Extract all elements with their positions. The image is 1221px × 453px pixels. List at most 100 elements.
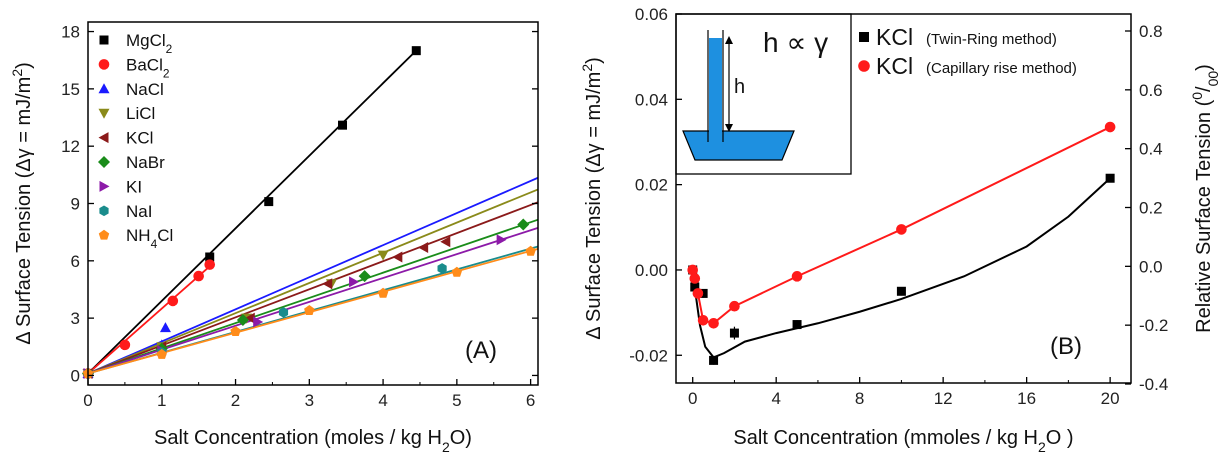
legend-marker bbox=[99, 35, 109, 45]
inset-height-label: h bbox=[734, 76, 745, 98]
panel-a-plot-frame bbox=[87, 21, 539, 386]
panel-b: h h ∝ γ 0 4 8 12 16 20 -0.02 0.00 0.02 0.04 0.06 -0.… bbox=[579, 5, 1221, 453]
right-y-tick-label: -0.2 bbox=[1139, 316, 1168, 335]
right-y-tick-label: 0.8 bbox=[1139, 22, 1163, 41]
panel-a-data-points bbox=[82, 46, 536, 380]
panel-b-data-points bbox=[687, 121, 1116, 365]
legend-marker bbox=[98, 229, 110, 240]
legend-marker bbox=[858, 60, 870, 72]
panel-b-label: (B) bbox=[1050, 333, 1082, 360]
legend-entry-note: (Capillary rise method) bbox=[926, 60, 1077, 77]
y-tick-label: 0 bbox=[71, 366, 80, 385]
legend-marker bbox=[98, 132, 109, 144]
data-point-kcl-capillary-rise bbox=[692, 288, 704, 299]
panel-a-x-axis-label: Salt Concentration (moles / kg H2O) bbox=[154, 427, 472, 453]
data-point-nai bbox=[437, 263, 447, 274]
legend-entry-label: LiCl bbox=[126, 104, 155, 123]
data-point-bacl bbox=[204, 259, 216, 270]
y-tick-label: 0.04 bbox=[635, 90, 668, 109]
data-point-ki bbox=[253, 316, 264, 328]
panel-b-ticks: 0 4 8 12 16 20 -0.02 0.00 0.02 0.04 0.06 -0.4 -0.2 0.… bbox=[629, 5, 1168, 408]
legend-marker bbox=[859, 32, 869, 42]
legend-marker bbox=[98, 83, 110, 94]
data-point-kcl-twin-ring bbox=[690, 282, 700, 292]
data-point-kcl-capillary-rise bbox=[697, 314, 709, 326]
x-tick-label: 5 bbox=[452, 391, 461, 410]
legend-marker bbox=[99, 180, 110, 192]
legend-entry-label: NaI bbox=[126, 202, 152, 221]
data-point-kcl bbox=[322, 278, 333, 290]
right-y-tick-label: 0.6 bbox=[1139, 81, 1163, 100]
data-point-kcl-twin-ring bbox=[729, 328, 739, 338]
legend-marker bbox=[99, 205, 109, 217]
legend-entry-label: NaCl bbox=[126, 80, 164, 99]
data-point-mgcl bbox=[411, 46, 421, 56]
fit-line-nacl bbox=[87, 176, 539, 375]
y-tick-label: 6 bbox=[71, 252, 80, 271]
x-tick-label: 8 bbox=[855, 389, 864, 408]
legend-entry-label: BaCl2 bbox=[126, 55, 170, 80]
y-tick-label: 12 bbox=[61, 137, 80, 156]
legend-entry-label: KCl bbox=[876, 24, 913, 50]
data-point-bacl bbox=[119, 339, 131, 351]
x-tick-label: 6 bbox=[526, 391, 535, 410]
legend-entry-note: (Twin-Ring method) bbox=[926, 31, 1057, 48]
data-point-nh bbox=[230, 326, 241, 336]
panel-a-fit-lines bbox=[87, 49, 539, 375]
right-y-tick-label: 0.4 bbox=[1139, 140, 1163, 159]
data-point-mgcl bbox=[205, 252, 215, 262]
data-point-kcl-capillary-rise bbox=[687, 264, 698, 276]
data-point-kcl-twin-ring bbox=[1105, 173, 1115, 183]
data-point-kcl bbox=[392, 251, 403, 263]
y-tick-label: 18 bbox=[61, 23, 80, 42]
data-point-licl bbox=[377, 250, 389, 261]
panel-b-x-axis-label: Salt Concentration (mmoles / kg H2O ) bbox=[733, 427, 1073, 453]
inset-arrow-head-up bbox=[725, 36, 733, 44]
fit-line-bacl bbox=[87, 262, 215, 375]
right-y-tick-label: 0.0 bbox=[1139, 257, 1163, 276]
x-tick-label: 1 bbox=[157, 391, 166, 410]
inset-arrow-head-down bbox=[725, 124, 733, 132]
data-point-kcl-capillary-rise bbox=[1104, 121, 1116, 133]
data-point-kcl bbox=[418, 241, 429, 253]
data-point-kcl-capillary-rise bbox=[896, 224, 907, 235]
panel-b-legend: KCl (Twin-Ring method) KCl (Capillary rise … bbox=[858, 24, 1077, 79]
legend-entry-label: NaBr bbox=[126, 153, 165, 172]
x-tick-label: 20 bbox=[1101, 389, 1120, 408]
x-tick-label: 2 bbox=[231, 391, 240, 410]
data-point-nabr bbox=[358, 270, 371, 283]
legend-marker bbox=[98, 108, 110, 119]
legend-marker bbox=[98, 59, 110, 70]
data-point-kcl-twin-ring bbox=[709, 355, 719, 365]
x-tick-label: 0 bbox=[83, 391, 92, 410]
data-point-nh bbox=[304, 304, 315, 315]
x-tick-label: 12 bbox=[934, 389, 953, 408]
y-tick-label: -0.02 bbox=[629, 346, 668, 365]
data-point-kcl bbox=[440, 236, 451, 248]
data-point-kcl-capillary-rise bbox=[689, 273, 701, 284]
data-point-kcl-capillary-rise bbox=[729, 300, 740, 312]
data-point-nai bbox=[278, 307, 289, 318]
data-point-ki bbox=[349, 276, 360, 288]
y-tick-label: 9 bbox=[71, 195, 80, 214]
panel-b-inset-capillary-diagram: h h ∝ γ bbox=[675, 13, 852, 175]
data-point-nh bbox=[451, 266, 463, 277]
data-point-mgcl bbox=[338, 120, 348, 130]
panel-b-y-axis-label: Δ Surface Tension (Δγ = mJ/m2) bbox=[579, 57, 605, 340]
data-point-kcl-capillary-rise bbox=[708, 317, 719, 329]
legend-entry-label: KCl bbox=[126, 129, 153, 148]
data-point-nacl bbox=[159, 322, 171, 333]
data-point-nabr bbox=[236, 314, 249, 327]
data-point-ki bbox=[496, 234, 507, 246]
y-tick-label: 15 bbox=[61, 80, 80, 99]
panel-a-y-axis-label: Δ Surface Tension (Δγ = mJ/m2) bbox=[9, 62, 35, 345]
x-tick-label: 4 bbox=[378, 391, 387, 410]
y-tick-label: 0.00 bbox=[635, 261, 668, 280]
fit-line-mgcl bbox=[87, 49, 417, 375]
y-tick-label: 3 bbox=[71, 309, 80, 328]
data-point-kcl-capillary-rise bbox=[791, 271, 803, 282]
x-tick-label: 4 bbox=[771, 389, 780, 408]
